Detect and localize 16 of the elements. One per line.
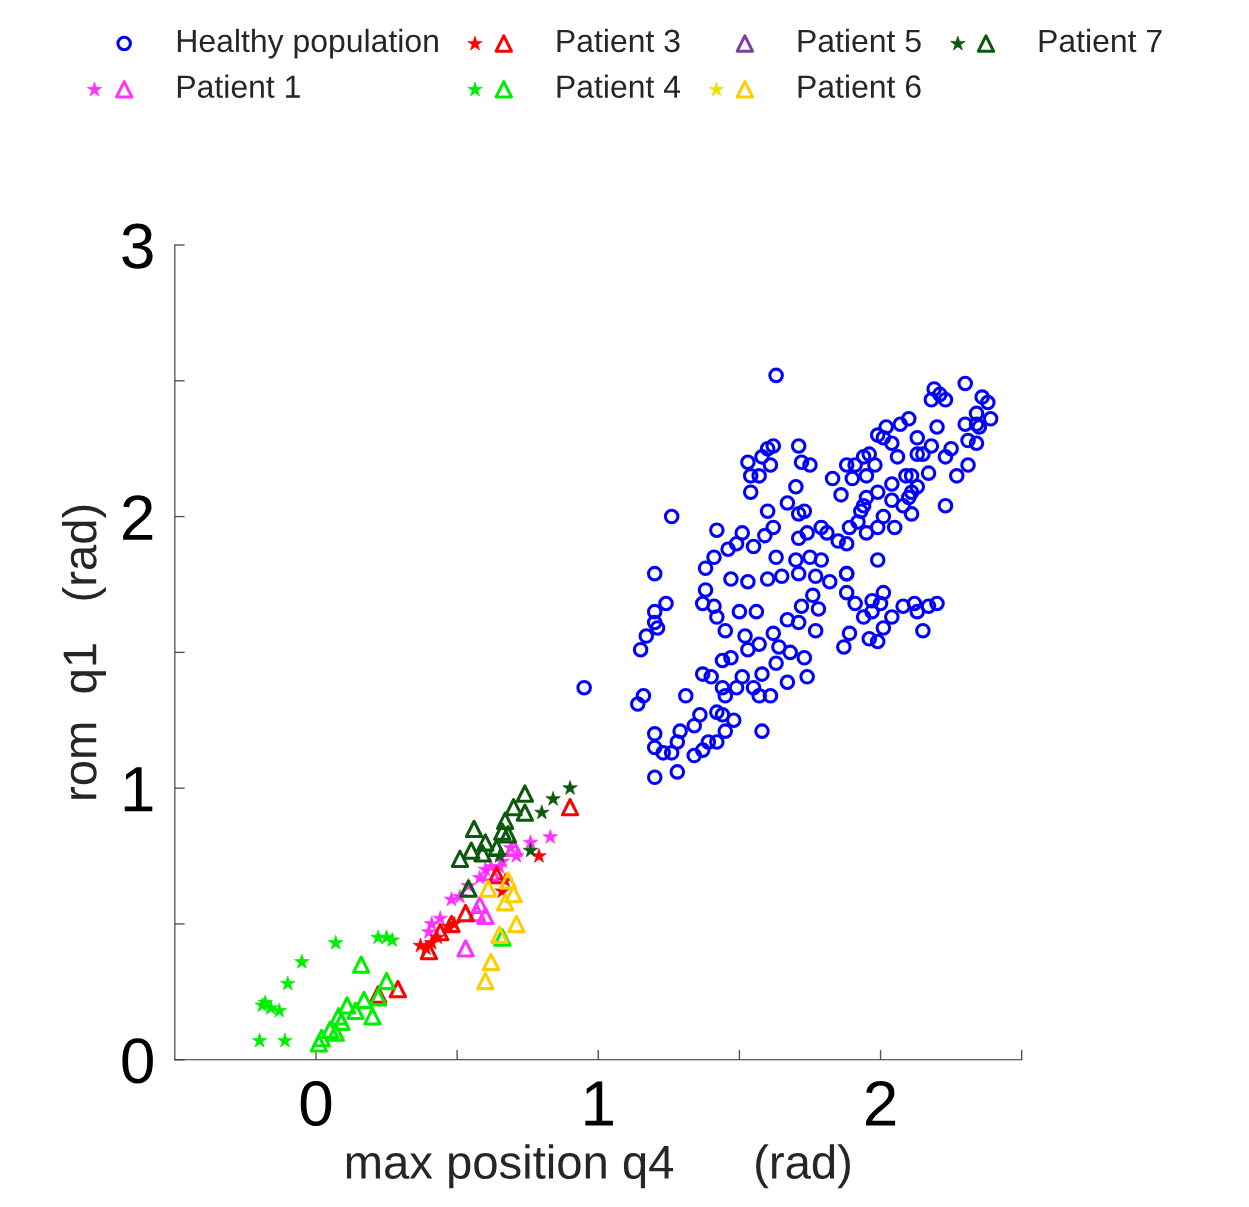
y-tick-label: 2 <box>123 495 153 540</box>
legend-label: Patient 4 <box>557 74 681 98</box>
x-axis-title: max position q4 (rad) <box>346 1144 850 1189</box>
x-tick-label: 1 <box>585 1081 613 1126</box>
legend-label: Patient 7 <box>1039 28 1162 53</box>
y-tick-label: 3 <box>122 223 153 269</box>
y-tick-label: 1 <box>124 767 153 812</box>
legend-label: Patient 6 <box>798 74 921 98</box>
y-axis-title: rom q1 (rad) <box>61 505 106 799</box>
legend-label: Healthy population <box>177 28 438 59</box>
legend-label: Patient 5 <box>798 28 921 53</box>
y-tick-label: 0 <box>122 1038 153 1084</box>
x-tick-label: 0 <box>300 1080 332 1127</box>
legend-label: Patient 3 <box>557 28 680 53</box>
x-tick-label: 2 <box>866 1080 896 1126</box>
legend-label: Patient 1 <box>177 74 300 98</box>
